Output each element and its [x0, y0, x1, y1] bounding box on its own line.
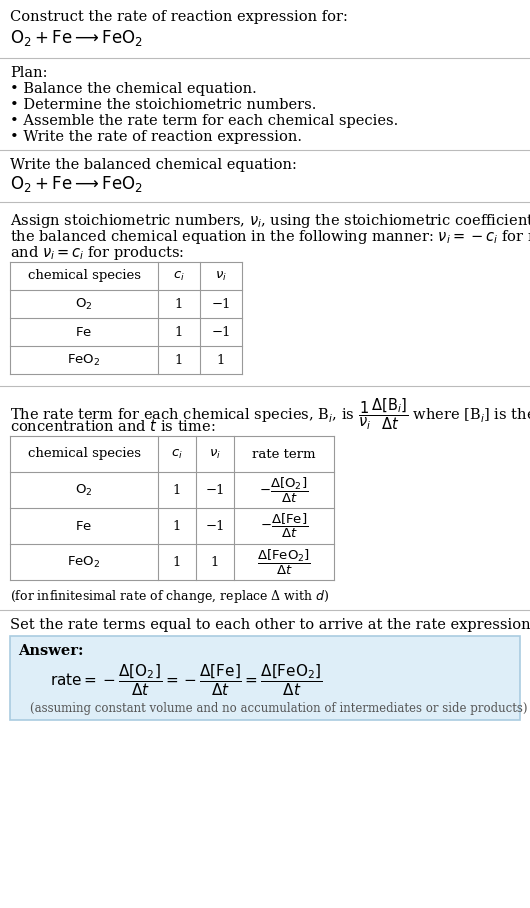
Text: Plan:: Plan: — [10, 66, 48, 80]
Text: rate term: rate term — [252, 448, 316, 460]
Text: Set the rate terms equal to each other to arrive at the rate expression:: Set the rate terms equal to each other t… — [10, 618, 530, 632]
Text: 1: 1 — [173, 556, 181, 568]
Text: chemical species: chemical species — [28, 448, 140, 460]
Text: $c_i$: $c_i$ — [173, 270, 185, 282]
Text: and $\nu_i = c_i$ for products:: and $\nu_i = c_i$ for products: — [10, 244, 184, 262]
Text: $\mathrm{FeO_2}$: $\mathrm{FeO_2}$ — [67, 352, 101, 368]
Text: concentration and $t$ is time:: concentration and $t$ is time: — [10, 418, 216, 434]
Text: • Write the rate of reaction expression.: • Write the rate of reaction expression. — [10, 130, 302, 144]
Text: −1: −1 — [211, 298, 231, 311]
Text: 1: 1 — [175, 353, 183, 367]
Text: $\mathrm{Fe}$: $\mathrm{Fe}$ — [75, 519, 93, 532]
Text: −1: −1 — [205, 483, 225, 497]
Text: $\mathrm{O_2 + Fe \longrightarrow FeO_2}$: $\mathrm{O_2 + Fe \longrightarrow FeO_2}… — [10, 28, 143, 48]
Text: Construct the rate of reaction expression for:: Construct the rate of reaction expressio… — [10, 10, 348, 24]
FancyBboxPatch shape — [10, 636, 520, 720]
Text: −1: −1 — [205, 519, 225, 532]
Text: $-\dfrac{\Delta[\mathrm{Fe}]}{\Delta t}$: $-\dfrac{\Delta[\mathrm{Fe}]}{\Delta t}$ — [260, 512, 308, 540]
Text: The rate term for each chemical species, B$_i$, is $\dfrac{1}{\nu_i}\dfrac{\Delt: The rate term for each chemical species,… — [10, 396, 530, 431]
Text: the balanced chemical equation in the following manner: $\nu_i = -c_i$ for react: the balanced chemical equation in the fo… — [10, 228, 530, 246]
Text: $\mathrm{Fe}$: $\mathrm{Fe}$ — [75, 325, 93, 339]
Text: • Determine the stoichiometric numbers.: • Determine the stoichiometric numbers. — [10, 98, 316, 112]
Text: (for infinitesimal rate of change, replace Δ with $d$): (for infinitesimal rate of change, repla… — [10, 588, 330, 605]
Text: $c_i$: $c_i$ — [171, 448, 183, 460]
Text: 1: 1 — [173, 483, 181, 497]
Text: 1: 1 — [211, 556, 219, 568]
Text: 1: 1 — [217, 353, 225, 367]
Text: (assuming constant volume and no accumulation of intermediates or side products): (assuming constant volume and no accumul… — [30, 702, 527, 715]
Text: $-\dfrac{\Delta[\mathrm{O_2}]}{\Delta t}$: $-\dfrac{\Delta[\mathrm{O_2}]}{\Delta t}… — [259, 476, 308, 505]
Text: $\mathrm{O_2}$: $\mathrm{O_2}$ — [75, 296, 93, 311]
Text: • Balance the chemical equation.: • Balance the chemical equation. — [10, 82, 257, 96]
Text: $\nu_i$: $\nu_i$ — [209, 448, 221, 460]
Text: Write the balanced chemical equation:: Write the balanced chemical equation: — [10, 158, 297, 172]
Text: −1: −1 — [211, 325, 231, 339]
Text: 1: 1 — [175, 298, 183, 311]
Text: $\mathrm{O_2}$: $\mathrm{O_2}$ — [75, 482, 93, 498]
Text: $\mathrm{FeO_2}$: $\mathrm{FeO_2}$ — [67, 555, 101, 569]
Text: 1: 1 — [173, 519, 181, 532]
Text: 1: 1 — [175, 325, 183, 339]
Text: $\mathrm{rate} = -\dfrac{\Delta[\mathrm{O_2}]}{\Delta t} = -\dfrac{\Delta[\mathr: $\mathrm{rate} = -\dfrac{\Delta[\mathrm{… — [50, 662, 322, 697]
Text: $\dfrac{\Delta[\mathrm{FeO_2}]}{\Delta t}$: $\dfrac{\Delta[\mathrm{FeO_2}]}{\Delta t… — [257, 548, 311, 577]
Text: • Assemble the rate term for each chemical species.: • Assemble the rate term for each chemic… — [10, 114, 398, 128]
Text: $\mathrm{O_2 + Fe \longrightarrow FeO_2}$: $\mathrm{O_2 + Fe \longrightarrow FeO_2}… — [10, 174, 143, 194]
Text: chemical species: chemical species — [28, 270, 140, 282]
Text: Assign stoichiometric numbers, $\nu_i$, using the stoichiometric coefficients, $: Assign stoichiometric numbers, $\nu_i$, … — [10, 212, 530, 230]
Text: $\nu_i$: $\nu_i$ — [215, 270, 227, 282]
Text: Answer:: Answer: — [18, 644, 84, 658]
